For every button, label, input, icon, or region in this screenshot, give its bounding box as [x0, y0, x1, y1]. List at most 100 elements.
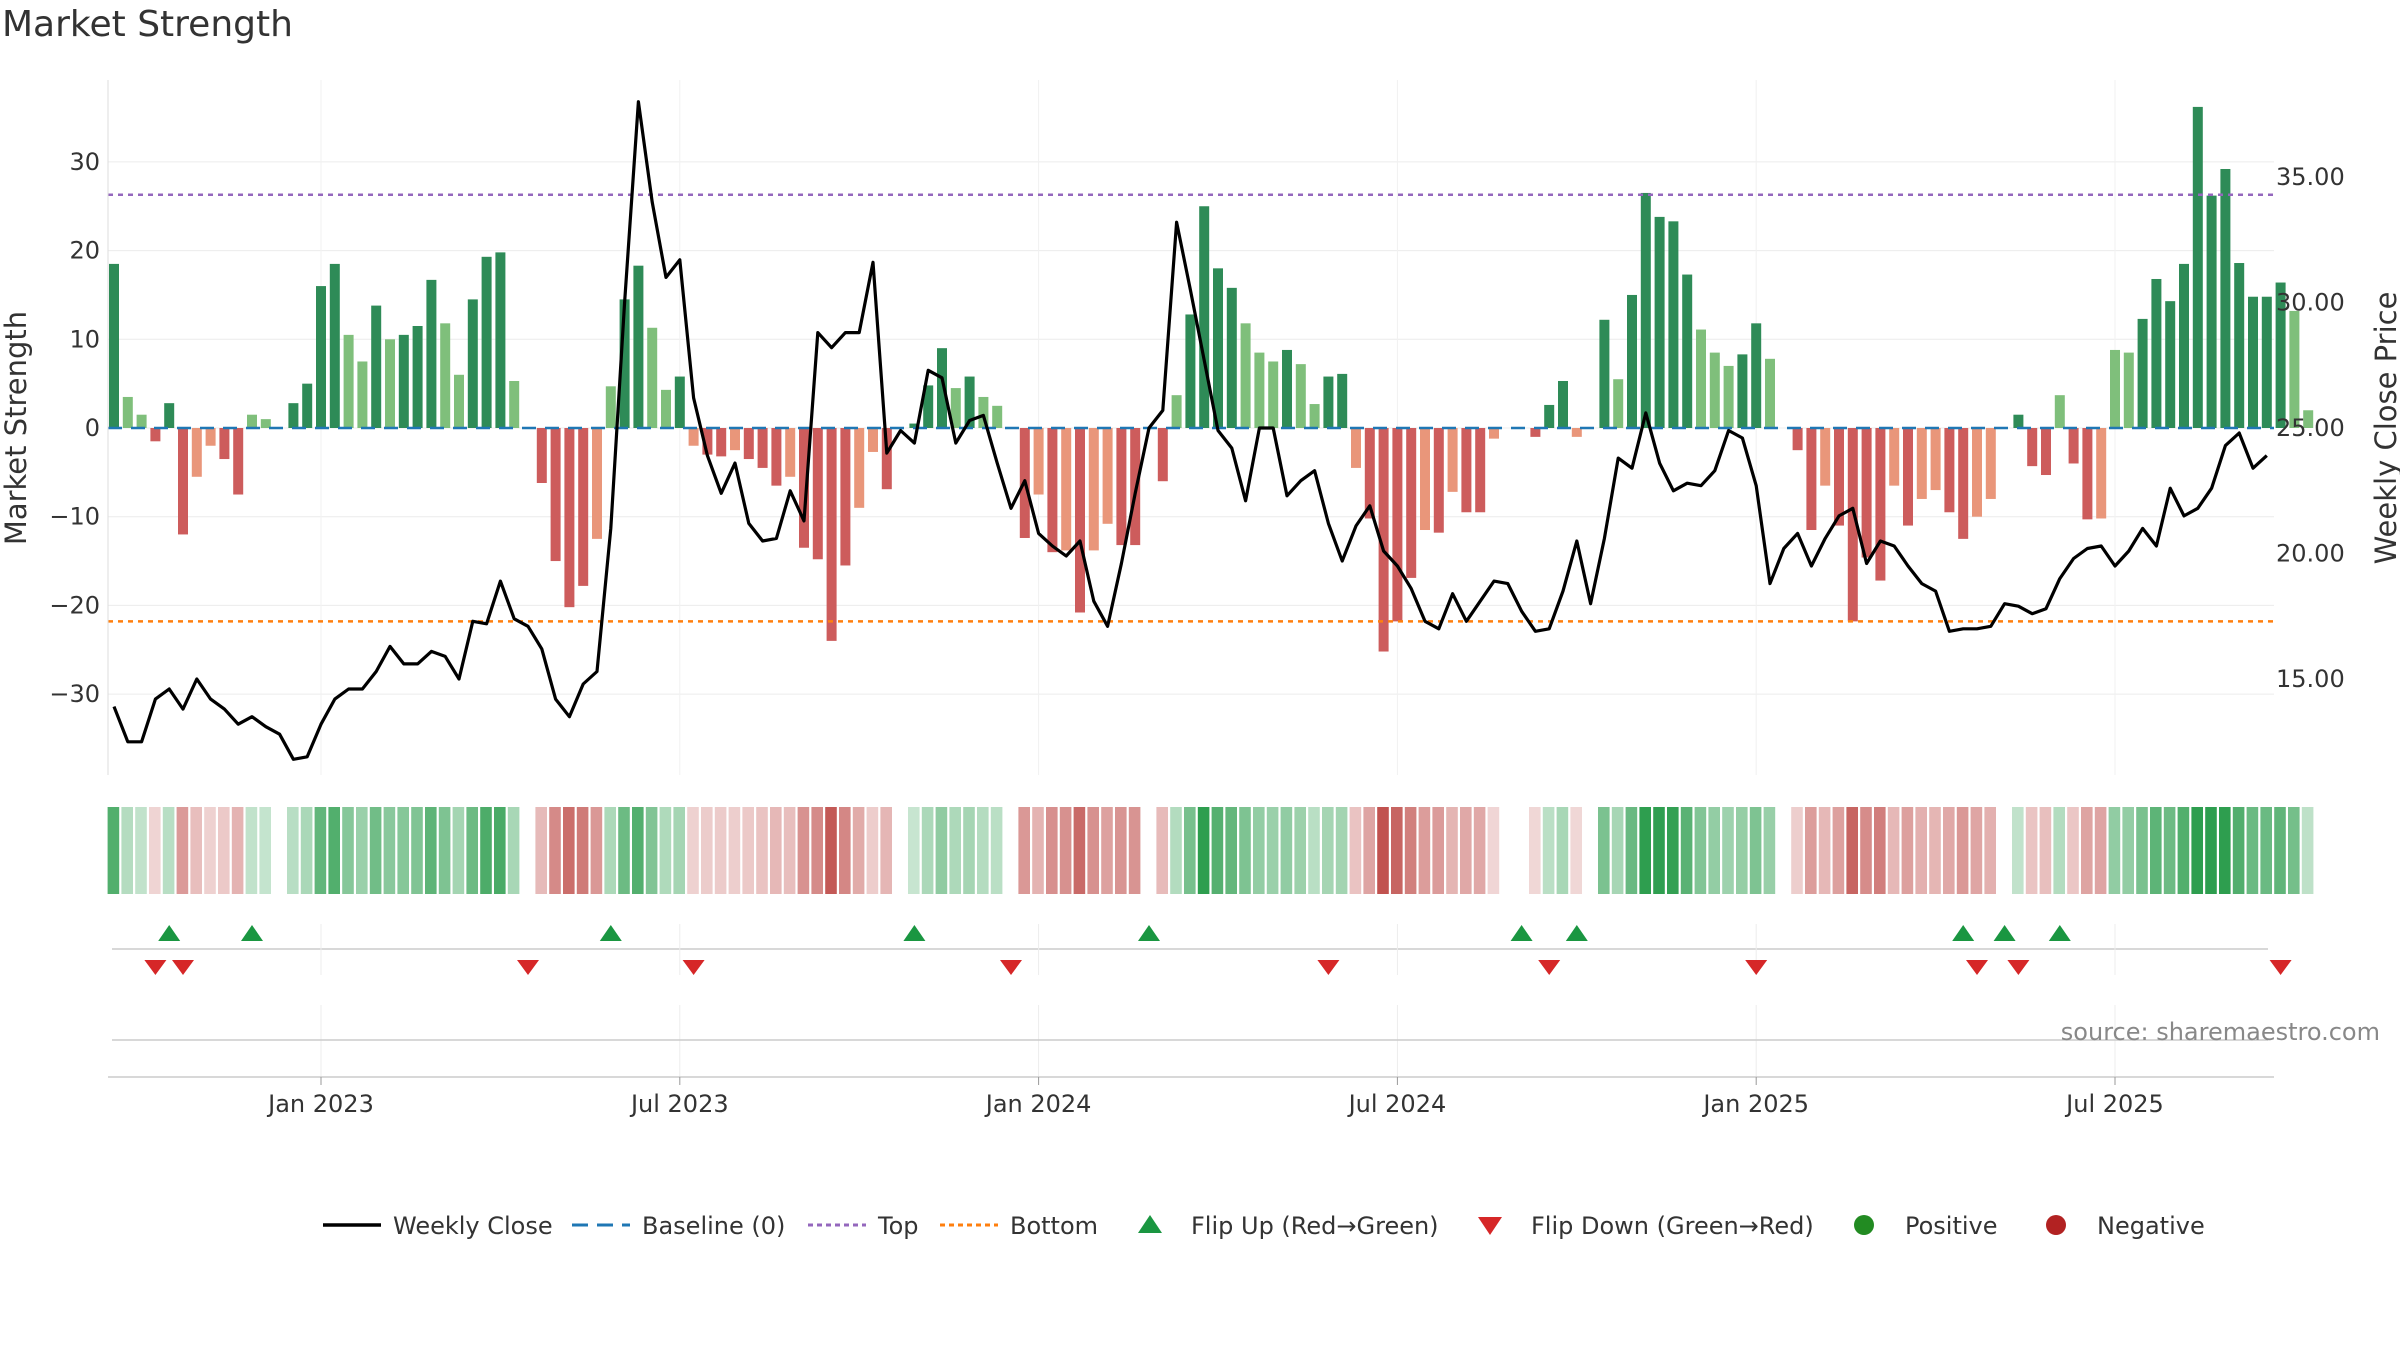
- heat-cell: [314, 807, 327, 894]
- heat-cell: [1653, 807, 1665, 894]
- strength-bar: [1875, 428, 1886, 581]
- strength-bar: [122, 396, 133, 428]
- heat-cell: [2039, 807, 2052, 894]
- heat-cell: [1956, 807, 1969, 894]
- y2-axis-title: Weekly Close Price: [2369, 292, 2400, 565]
- flip-up-marker: [1510, 925, 1533, 941]
- strength-bar: [481, 256, 492, 428]
- heat-cell: [466, 807, 478, 894]
- strength-bar: [1558, 380, 1568, 428]
- strength-bar: [178, 428, 188, 535]
- strength-bar: [2261, 296, 2272, 428]
- heat-cell: [1667, 807, 1679, 894]
- heat-cell: [273, 807, 285, 894]
- heat-cell: [1943, 807, 1955, 894]
- heat-cell: [369, 807, 382, 894]
- heat-cell: [218, 807, 230, 894]
- strength-bar: [785, 428, 796, 477]
- heat-cell: [1460, 807, 1472, 894]
- heat-cell: [563, 807, 575, 894]
- heat-cell: [1197, 807, 1210, 894]
- strength-bar: [1088, 428, 1099, 551]
- flip-down-marker: [2007, 960, 2030, 975]
- strength-bar: [937, 348, 947, 428]
- heat-cell: [1404, 807, 1417, 894]
- strength-bar: [2248, 296, 2258, 428]
- heat-cell: [1832, 807, 1845, 894]
- y2-tick-label: 30.00: [2276, 289, 2345, 317]
- strength-bar: [1613, 379, 1624, 428]
- legend-label-flipup: Flip Up (Red→Green): [1191, 1212, 1439, 1240]
- strength-bar: [1033, 428, 1044, 495]
- strength-bar: [923, 385, 934, 428]
- flip-markers: [108, 924, 2292, 1080]
- heat-cell: [2025, 807, 2038, 894]
- legend[interactable]: Weekly Close Baseline (0) Top Bottom Flip Up…: [323, 1212, 2205, 1240]
- heat-cell: [1611, 807, 1624, 894]
- heat-cell: [852, 807, 865, 894]
- heat-cell: [1073, 807, 1086, 894]
- strength-bar: [150, 428, 161, 442]
- strength-bar: [1392, 428, 1403, 622]
- strength-bar: [2303, 410, 2314, 428]
- heat-cell: [825, 807, 837, 894]
- heat-cell: [204, 807, 216, 894]
- heat-cell: [1170, 807, 1182, 894]
- heat-cell: [811, 807, 823, 894]
- strength-heat-strip: [107, 807, 2328, 894]
- strength-bar: [2165, 301, 2176, 428]
- strength-bar: [371, 305, 382, 428]
- strength-bar: [1668, 221, 1679, 428]
- strength-bar: [909, 423, 920, 428]
- heat-cell: [176, 807, 189, 894]
- heat-cell: [687, 807, 699, 894]
- strength-bar: [1433, 428, 1444, 533]
- heat-cell: [2108, 807, 2121, 894]
- strength-bar: [1461, 428, 1472, 513]
- strength-bar: [1903, 428, 1913, 526]
- strength-bar: [426, 279, 437, 428]
- heat-cell: [1639, 807, 1651, 894]
- strength-bar: [1309, 404, 1320, 428]
- heat-cell: [701, 807, 713, 894]
- heat-cell: [1625, 807, 1638, 894]
- strength-bar: [688, 428, 699, 446]
- strength-bar: [743, 428, 754, 460]
- heat-cell: [2094, 807, 2107, 894]
- heat-cell: [549, 807, 561, 894]
- heat-cell: [977, 807, 989, 894]
- heat-cell: [908, 807, 920, 894]
- strength-bar: [109, 263, 119, 428]
- heat-cell: [1542, 807, 1555, 894]
- heat-cell: [1004, 807, 1017, 894]
- heat-cell: [1694, 807, 1707, 894]
- x-tick-label: Jan 2025: [1701, 1090, 1809, 1118]
- strength-bar: [1682, 274, 1693, 428]
- flip-up-marker: [158, 925, 181, 941]
- heat-cell: [1929, 807, 1941, 894]
- strength-bar: [950, 388, 961, 428]
- heat-cell: [328, 807, 340, 894]
- strength-bar: [398, 334, 409, 428]
- heat-cell: [121, 807, 133, 894]
- heat-cell: [1570, 807, 1582, 894]
- heat-cell: [1032, 807, 1044, 894]
- strength-bar: [1226, 287, 1237, 428]
- strength-bar: [2054, 395, 2065, 428]
- heat-cell: [714, 807, 727, 894]
- heat-cell: [1446, 807, 1458, 894]
- strength-bar: [1116, 428, 1127, 546]
- flip-up-marker: [1952, 925, 1975, 941]
- legend-flip-down-icon: [1478, 1217, 1502, 1235]
- heat-cell: [149, 807, 161, 894]
- heat-cell: [2219, 807, 2231, 894]
- strength-bar: [1916, 428, 1927, 499]
- heat-cell: [231, 807, 244, 894]
- strength-bar: [302, 383, 313, 428]
- heat-cell: [1680, 807, 1693, 894]
- heat-cell: [2163, 807, 2176, 894]
- heat-cell: [1432, 807, 1444, 894]
- heat-cell: [1708, 807, 1720, 894]
- x-tick-label: Jan 2024: [984, 1090, 1092, 1118]
- strength-bar: [1102, 428, 1113, 524]
